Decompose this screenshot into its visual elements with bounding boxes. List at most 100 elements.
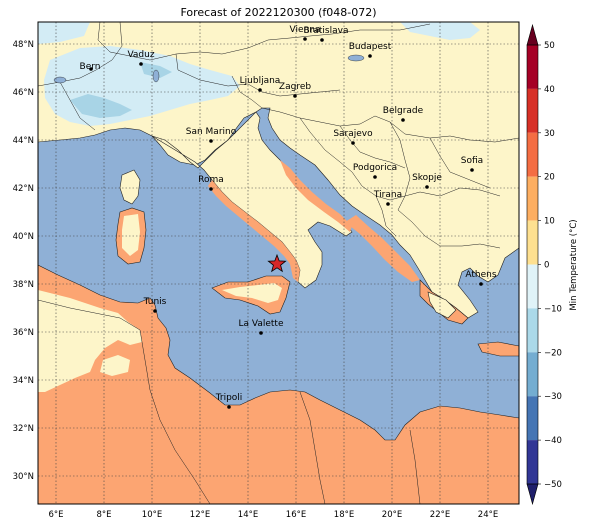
- city-dot: [293, 94, 297, 98]
- city-label: Podgorica: [353, 163, 397, 173]
- city-dot: [209, 139, 213, 143]
- colorbar-extend-top: [526, 23, 539, 46]
- colorbar-segment: [527, 220, 538, 265]
- colorbar-segment: [527, 308, 538, 353]
- latitude-tick-label: 40°N: [13, 232, 34, 242]
- city-dot: [259, 331, 263, 335]
- adriatic-warm-coast: [280, 160, 352, 232]
- city-label: Sofia: [461, 156, 483, 166]
- alpine-colder-zone: [70, 94, 132, 118]
- colorbar-tick-label: 10: [544, 217, 555, 227]
- city-dot: [368, 54, 372, 58]
- city-label: Bern: [80, 62, 101, 72]
- colorbar-tick-label: −30: [544, 392, 562, 402]
- colorbar-tick-label: −20: [544, 348, 562, 358]
- colorbar-tick-label: −40: [544, 436, 562, 446]
- longitude-tick-label: 16°E: [286, 510, 306, 520]
- north-africa-land: [38, 264, 519, 504]
- colorbar-tick-label: 20: [544, 173, 555, 183]
- city-dot: [89, 67, 93, 71]
- latitude-tick-label: 44°N: [13, 136, 34, 146]
- longitude-tick-label: 6°E: [48, 510, 63, 520]
- colorbar-tick-label: 40: [544, 85, 555, 95]
- city-dot: [479, 282, 483, 286]
- longitude-tick-label: 14°E: [238, 510, 258, 520]
- city-dot: [258, 88, 262, 92]
- city-label: Vaduz: [127, 50, 154, 60]
- city-dot: [401, 118, 405, 122]
- colorbar-label: Min Temperature (°C): [569, 219, 579, 310]
- colorbar-tick-label: 30: [544, 129, 555, 139]
- city-label: Tirana: [373, 190, 402, 200]
- city-dot: [470, 168, 474, 172]
- city-dot: [139, 62, 143, 66]
- top-left-cold: [38, 22, 90, 44]
- latitude-tick-label: 38°N: [13, 280, 34, 290]
- colorbar-segment: [527, 88, 538, 133]
- colorbar-segment: [527, 396, 538, 441]
- sardinia-interior: [122, 214, 140, 256]
- longitude-tick-label: 10°E: [142, 510, 162, 520]
- city-dot: [386, 202, 390, 206]
- longitude-tick-label: 12°E: [190, 510, 210, 520]
- city-dot: [303, 37, 307, 41]
- italy-warm-coast: [208, 180, 300, 282]
- city-dot: [425, 185, 429, 189]
- africa-cool-zone: [38, 290, 142, 392]
- colorbar-segment: [527, 132, 538, 177]
- longitude-tick-label: 20°E: [382, 510, 402, 520]
- city-label: San Marino: [186, 127, 237, 137]
- balkan-warm-coast: [345, 215, 420, 282]
- tatra-cold-zone: [400, 22, 480, 40]
- lake-garda: [152, 69, 160, 83]
- latitude-tick-label: 34°N: [13, 376, 34, 386]
- city-label: Ljubljana: [240, 76, 281, 86]
- highlight-star-marker: [267, 253, 287, 273]
- colorbar-tick-label: −10: [544, 304, 562, 314]
- longitude-tick-label: 22°E: [430, 510, 450, 520]
- longitude-tick-label: 8°E: [96, 510, 111, 520]
- city-label: Bratislava: [304, 26, 349, 36]
- city-label: Belgrade: [383, 106, 424, 116]
- city-label: La Valette: [239, 319, 284, 329]
- longitude-labels: 6°E 8°E 10°E 12°E 14°E 16°E 18°E 20°E 22°E 24°E: [48, 510, 498, 520]
- city-dot: [351, 141, 355, 145]
- map-frame: [37, 21, 520, 505]
- colorbar-tick-label: 0: [544, 261, 549, 271]
- city-label: Athens: [465, 270, 496, 280]
- city-label: Tripoli: [215, 393, 243, 403]
- colorbar-tick-label: 50: [544, 41, 555, 51]
- city-label: Vienna: [290, 25, 321, 35]
- longitude-tick-label: 18°E: [334, 510, 354, 520]
- latitude-tick-label: 32°N: [13, 424, 34, 434]
- colorbar-segment: [527, 352, 538, 397]
- city-label: Sarajevo: [333, 129, 373, 139]
- colorbar-segment: [527, 264, 538, 309]
- africa-cool-zone-2: [100, 355, 130, 376]
- city-dot: [209, 187, 213, 191]
- map-title: Forecast of 2022120300 (f048-072): [180, 6, 377, 19]
- latitude-tick-label: 30°N: [13, 472, 34, 482]
- city-label: Roma: [198, 175, 224, 185]
- lake-geneva: [53, 76, 67, 84]
- city-label: Skopje: [412, 173, 442, 183]
- latitude-tick-label: 36°N: [13, 328, 34, 338]
- colorbar-segment: [527, 45, 538, 89]
- longitude-tick-label: 24°E: [478, 510, 498, 520]
- city-dot: [153, 309, 157, 313]
- colorbar-extend-bottom: [526, 483, 539, 506]
- city-label: Budapest: [349, 42, 392, 52]
- colorbar-tick-label: −50: [544, 480, 562, 490]
- lake-balaton: [347, 54, 365, 62]
- peloponnese: [427, 291, 457, 319]
- city-dot: [320, 38, 324, 42]
- colorbar-segment: [527, 176, 538, 221]
- city-label: Tunis: [143, 297, 167, 307]
- latitude-labels: 48°N 46°N 44°N 42°N 40°N 38°N 36°N 34°N 32°N 30°N: [13, 40, 34, 482]
- city-label: Zagreb: [279, 82, 311, 92]
- city-dot: [227, 405, 231, 409]
- sicily-interior: [222, 283, 282, 303]
- colorbar: 50 40 30 20 10 0 −10 −20 −30 −40 −50: [526, 23, 562, 506]
